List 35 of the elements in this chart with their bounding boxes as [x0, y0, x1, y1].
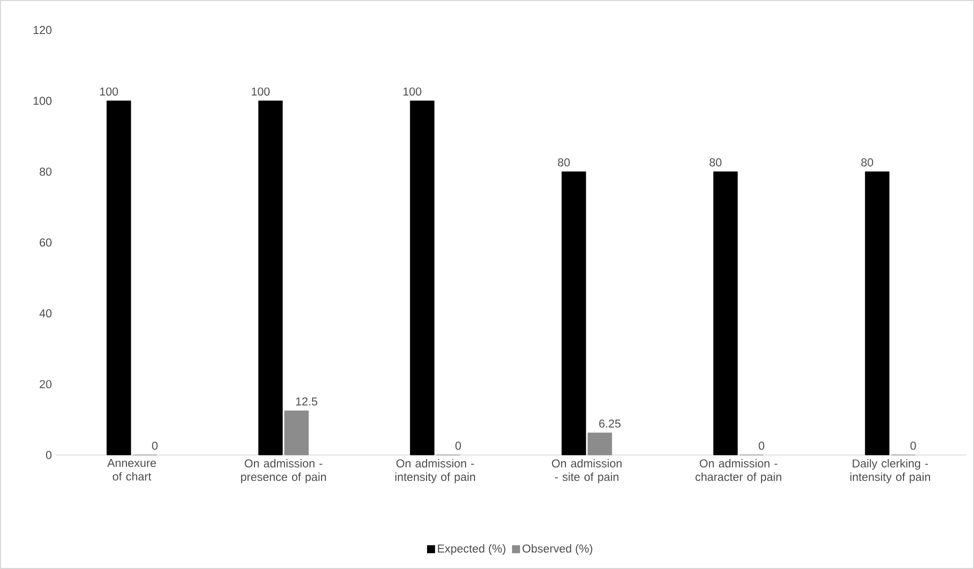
y-tick-label: 120: [34, 26, 52, 34]
y-tick-label: 0: [46, 450, 52, 460]
data-label: 100: [252, 87, 270, 96]
bar: [864, 171, 890, 456]
x-tick-label: On admission - presence of pain: [241, 459, 326, 484]
data-label: 80: [861, 158, 874, 166]
bar: [284, 410, 309, 456]
legend-label: Observed (%): [522, 544, 592, 555]
data-label: 100: [100, 87, 118, 96]
bar: [588, 432, 612, 456]
data-label: 80: [558, 158, 570, 166]
data-label: 80: [710, 158, 722, 166]
data-label: 0: [758, 442, 764, 450]
x-tick-label: On admission - site of pain: [552, 459, 622, 484]
bar: [106, 100, 132, 456]
y-tick-label: 60: [40, 238, 52, 247]
bar: [713, 171, 738, 456]
data-label: 0: [910, 442, 916, 450]
x-tick-label: Daily clerking - intensity of pain: [850, 459, 930, 484]
data-label: 0: [152, 442, 158, 450]
x-tick-label: On admission - intensity of pain: [395, 459, 476, 484]
data-label: 6.25: [599, 420, 621, 428]
legend-label: Expected (%): [438, 544, 506, 555]
y-tick-label: 40: [39, 309, 52, 318]
y-tick-label: 20: [40, 380, 52, 388]
bar: [562, 171, 586, 456]
data-label: 12.5: [296, 397, 318, 406]
y-tick-label: 100: [34, 96, 52, 105]
data-label: 100: [403, 87, 422, 96]
y-tick-label: 80: [40, 168, 52, 176]
x-tick-label: On admission - character of pain: [696, 459, 782, 484]
bar: [410, 100, 434, 456]
data-label: 0: [455, 442, 461, 450]
bar: [258, 100, 283, 456]
x-tick-label: Annexure of chart: [107, 459, 156, 481]
